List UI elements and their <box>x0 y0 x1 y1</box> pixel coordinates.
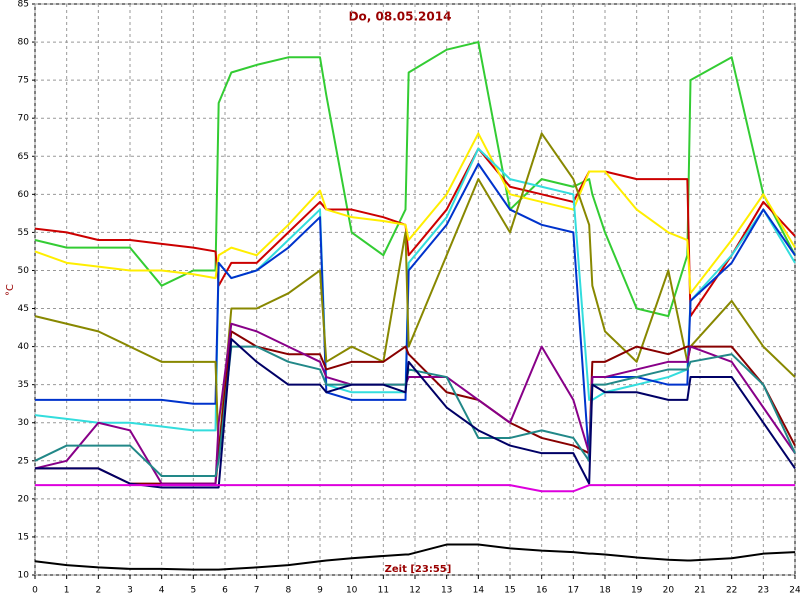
x-tick-label: 23 <box>758 586 769 596</box>
line <box>35 162 796 462</box>
x-tick-label: 7 <box>254 586 260 596</box>
x-tick-label: 16 <box>536 586 548 596</box>
y-tick-label: 80 <box>18 38 30 48</box>
y-tick-label: 40 <box>18 342 30 352</box>
x-tick-label: 14 <box>473 586 485 596</box>
y-tick-label: 85 <box>18 0 29 10</box>
line <box>34 147 796 318</box>
x-tick-label: 17 <box>568 586 579 596</box>
y-tick-label: 20 <box>18 494 30 504</box>
y-tick-label: 75 <box>18 76 29 86</box>
x-axis-label: Zeit [23:55] <box>385 564 452 575</box>
x-tick-label: 19 <box>631 586 643 596</box>
x-tick-label: 13 <box>441 586 452 596</box>
y-tick-label: 45 <box>18 304 29 314</box>
x-tick-label: 24 <box>789 586 800 596</box>
x-tick-label: 6 <box>222 586 228 596</box>
line <box>35 484 795 493</box>
y-tick-label: 50 <box>18 266 30 276</box>
x-tick-label: 20 <box>663 586 675 596</box>
x-tick-label: 8 <box>285 586 291 596</box>
y-tick-label: 25 <box>18 456 29 466</box>
y-tick-label: 60 <box>18 190 30 200</box>
line <box>34 132 796 455</box>
y-tick-label: 55 <box>18 228 29 238</box>
x-tick-label: 10 <box>346 586 358 596</box>
x-tick-label: 2 <box>95 586 101 596</box>
x-tick-label: 5 <box>190 586 196 596</box>
x-tick-label: 3 <box>127 586 133 596</box>
y-tick-label: 10 <box>18 571 30 581</box>
line <box>34 543 796 571</box>
y-axis-label: °C <box>5 284 16 296</box>
line <box>34 132 796 295</box>
x-tick-label: 18 <box>599 586 611 596</box>
y-tick-label: 65 <box>18 152 29 162</box>
x-tick-label: 11 <box>378 586 389 596</box>
x-tick-label: 21 <box>694 586 705 596</box>
line <box>34 41 796 318</box>
x-tick-label: 9 <box>317 586 323 596</box>
y-tick-label: 70 <box>18 114 30 124</box>
x-tick-label: 1 <box>64 586 70 596</box>
line <box>35 337 796 489</box>
x-tick-label: 12 <box>409 586 420 596</box>
x-tick-label: 0 <box>32 586 38 596</box>
y-tick-label: 35 <box>18 380 29 390</box>
x-tick-label: 22 <box>726 586 737 596</box>
x-tick-label: 4 <box>159 586 165 596</box>
x-tick-label: 15 <box>504 586 515 596</box>
y-tick-label: 30 <box>18 418 30 428</box>
chart-title: Do, 08.05.2014 <box>349 10 452 24</box>
y-tick-label: 15 <box>18 532 29 542</box>
